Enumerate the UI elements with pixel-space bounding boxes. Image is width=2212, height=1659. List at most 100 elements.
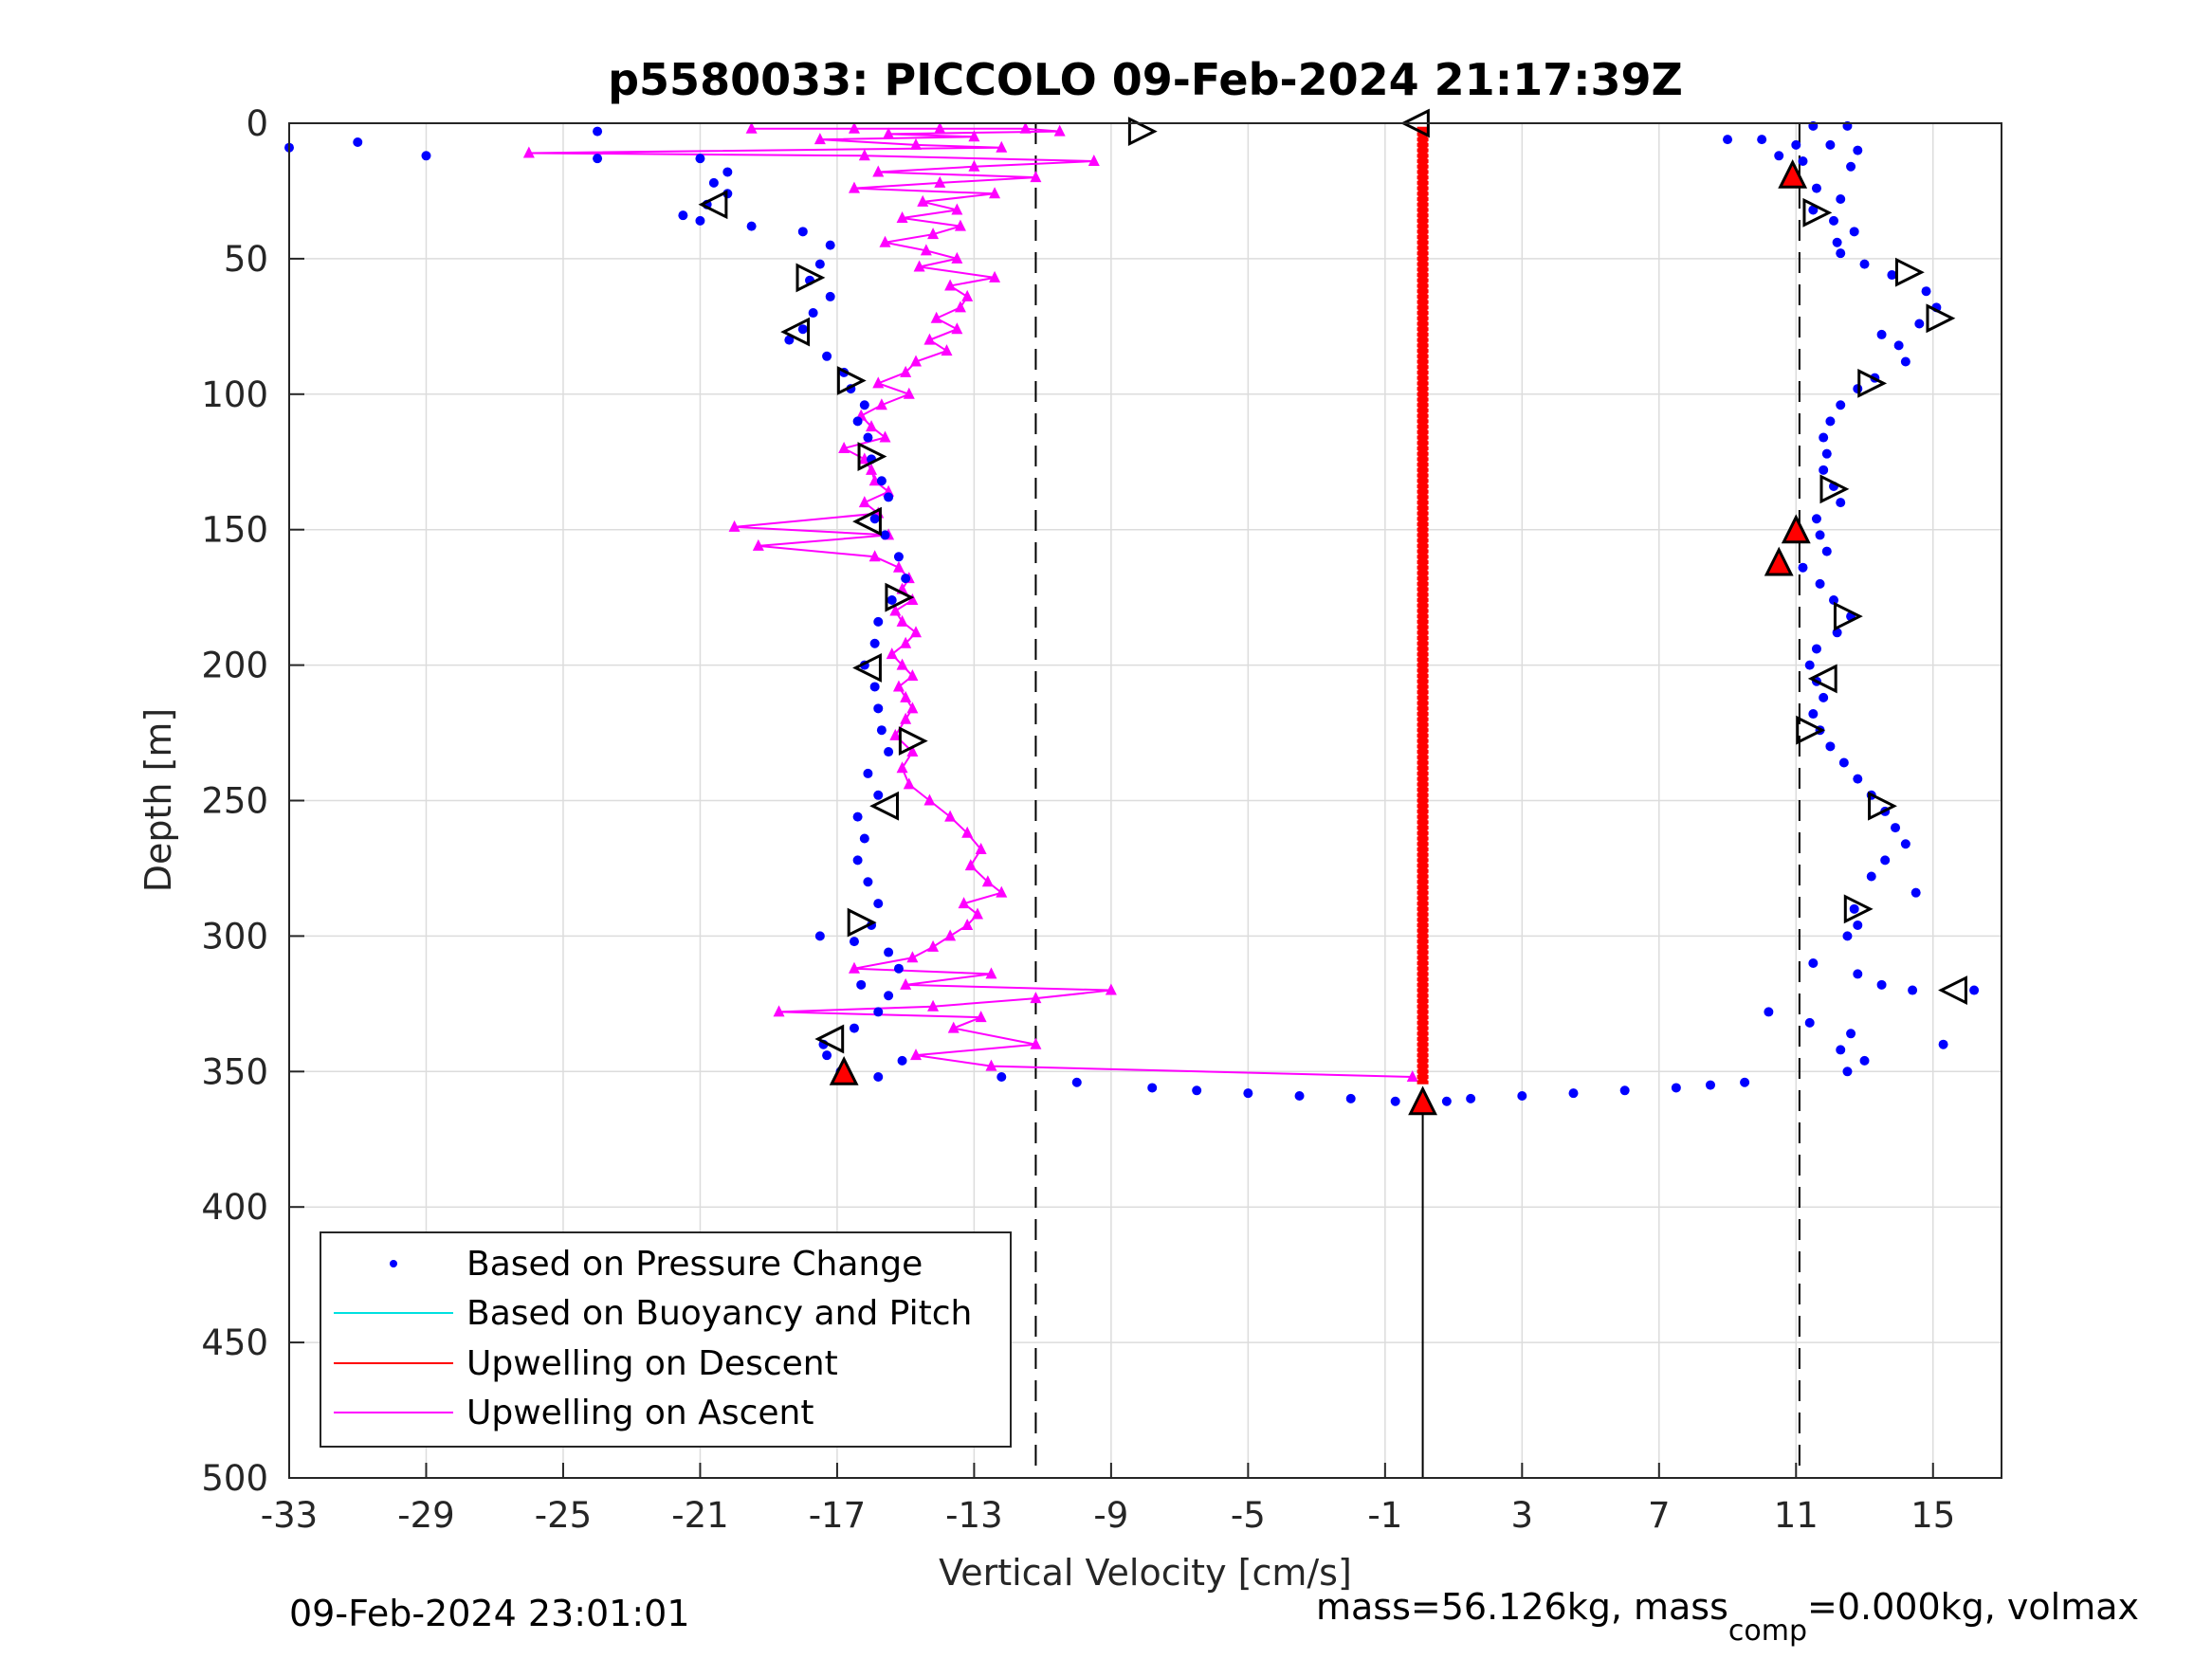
pressure-change-point [1804, 1017, 1815, 1028]
descent-upwelling-point [1417, 457, 1429, 462]
descent-upwelling-point [1417, 868, 1429, 873]
descent-upwelling-point [1417, 679, 1429, 684]
ascent-upwelling-point [752, 538, 764, 551]
pressure-change-point [1893, 340, 1904, 351]
y-tick-label: 500 [201, 1458, 268, 1499]
descent-upwelling-point [1417, 902, 1429, 906]
ascent-upwelling-point [875, 398, 887, 410]
descent-upwelling-point [1417, 619, 1429, 624]
descent-upwelling-point [1417, 1010, 1429, 1014]
descent-upwelling-point [1417, 760, 1429, 765]
descent-upwelling-point [1417, 446, 1429, 450]
ascent-upwelling-point [522, 146, 535, 158]
ascent-upwelling-point [923, 793, 936, 806]
descent-upwelling-point [1417, 251, 1429, 256]
pressure-change-point [1829, 215, 1839, 226]
right-turn-marker [1894, 257, 1925, 287]
x-tick-label: -25 [535, 1495, 592, 1536]
pressure-change-point [784, 335, 795, 345]
pressure-change-point [869, 638, 880, 648]
descent-upwelling-point [1417, 142, 1429, 147]
ascent-upwelling-point [906, 593, 919, 606]
descent-upwelling-point [1417, 533, 1429, 538]
pressure-change-point [1821, 546, 1832, 556]
x-tick-label: -9 [1093, 1495, 1128, 1536]
pressure-change-point [1900, 839, 1910, 849]
pressure-change-point [825, 291, 835, 301]
right-turn-marker [836, 366, 867, 395]
descent-upwelling-point [1417, 728, 1429, 733]
ascent-upwelling-point [896, 761, 908, 774]
descent-upwelling-point [1417, 674, 1429, 679]
pressure-change-point [1836, 1045, 1846, 1055]
descent-upwelling-point [1417, 278, 1429, 283]
descent-upwelling-point [1417, 359, 1429, 364]
pressure-change-point [1808, 957, 1819, 968]
descent-upwelling-point [1417, 1069, 1429, 1074]
red-event-marker [1764, 546, 1794, 576]
descent-upwelling-point [1417, 874, 1429, 879]
pressure-change-point [873, 1072, 884, 1083]
ascent-upwelling-point [996, 885, 1008, 898]
pressure-change-point [1829, 595, 1839, 606]
ascent-upwelling-point [923, 333, 936, 345]
ascent-upwelling-point [889, 728, 902, 740]
pressure-change-point [797, 227, 808, 237]
descent-upwelling-point [1417, 977, 1429, 982]
right-turn-marker [857, 442, 887, 471]
descent-upwelling-point [1417, 180, 1429, 185]
descent-upwelling-point [1417, 256, 1429, 261]
ascent-upwelling-point [934, 175, 946, 188]
pressure-change-point [876, 476, 887, 486]
ascent-upwelling-point [728, 520, 740, 532]
x-axis-label: Vertical Velocity [cm/s] [939, 1552, 1352, 1594]
right-turn-marker [1843, 894, 1874, 924]
pressure-change-point [1846, 1029, 1856, 1039]
ascent-upwelling-point [954, 301, 966, 313]
ascent-upwelling-point [1019, 121, 1032, 134]
pressure-change-point [869, 514, 880, 524]
descent-upwelling-point [1417, 463, 1429, 467]
descent-upwelling-point [1417, 262, 1429, 266]
ascent-upwelling-point [1030, 1037, 1042, 1049]
ascent-upwelling-point [896, 614, 908, 627]
ascent-upwelling-point [927, 999, 940, 1012]
legend-swatch-pressure [390, 1260, 397, 1267]
pressure-change-point [1908, 985, 1918, 995]
descent-upwelling-point [1417, 527, 1429, 532]
descent-upwelling-point [1417, 148, 1429, 153]
descent-upwelling-point [1417, 712, 1429, 717]
descent-upwelling-point [1417, 505, 1429, 510]
pressure-change-point [1441, 1096, 1452, 1106]
pressure-change-point [880, 530, 890, 540]
ascent-upwelling-point [972, 907, 984, 920]
descent-upwelling-point [1417, 565, 1429, 570]
descent-upwelling-point [1417, 229, 1429, 234]
ascent-upwelling-point [814, 133, 826, 145]
footer-timestamp: 09-Feb-2024 23:01:01 [289, 1593, 690, 1634]
descent-upwelling-point [1417, 305, 1429, 310]
pressure-change-point [859, 400, 869, 410]
ascent-upwelling-point [961, 918, 974, 930]
pressure-change-point [1390, 1096, 1400, 1106]
pressure-change-point [814, 931, 825, 941]
pressure-change-point [876, 725, 887, 736]
pressure-change-point [884, 747, 894, 757]
pressure-change-point [863, 877, 873, 887]
pressure-change-point [1836, 400, 1846, 410]
descent-upwelling-point [1417, 429, 1429, 434]
descent-upwelling-point [1417, 413, 1429, 418]
pressure-change-point [859, 833, 869, 844]
pressure-change-point [1808, 709, 1819, 720]
ascent-upwelling-point [1030, 992, 1042, 1004]
pressure-change-point [1866, 871, 1876, 882]
legend-label-buoyancy: Based on Buoyancy and Pitch [466, 1294, 972, 1333]
descent-upwelling-point [1417, 609, 1429, 613]
descent-upwelling-point [1417, 988, 1429, 993]
pressure-change-point [1842, 1066, 1853, 1077]
pressure-change-point [1853, 969, 1863, 979]
y-axis-label: Depth [m] [137, 708, 179, 893]
descent-upwelling-point [1417, 343, 1429, 348]
descent-upwelling-point [1417, 375, 1429, 380]
pressure-change-point [1811, 644, 1821, 654]
